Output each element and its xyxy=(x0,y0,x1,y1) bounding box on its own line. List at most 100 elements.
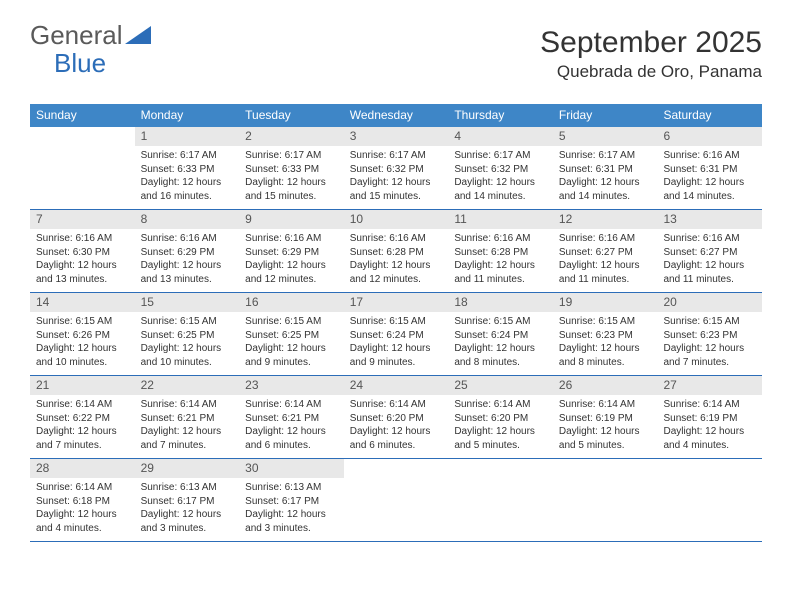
day-details: Sunrise: 6:14 AMSunset: 6:19 PMDaylight:… xyxy=(553,395,658,458)
day-details: Sunrise: 6:16 AMSunset: 6:29 PMDaylight:… xyxy=(135,229,240,292)
day-cell: 10Sunrise: 6:16 AMSunset: 6:28 PMDayligh… xyxy=(344,210,449,292)
day-detail-line: Daylight: 12 hours xyxy=(454,425,547,439)
day-detail-line: Sunrise: 6:16 AM xyxy=(350,232,443,246)
day-cell: 19Sunrise: 6:15 AMSunset: 6:23 PMDayligh… xyxy=(553,293,658,375)
day-detail-line: Sunset: 6:19 PM xyxy=(559,412,652,426)
day-details: Sunrise: 6:15 AMSunset: 6:25 PMDaylight:… xyxy=(239,312,344,375)
day-details: Sunrise: 6:16 AMSunset: 6:31 PMDaylight:… xyxy=(657,146,762,209)
day-detail-line: Sunset: 6:28 PM xyxy=(350,246,443,260)
day-number: 2 xyxy=(239,127,344,146)
day-cell: 13Sunrise: 6:16 AMSunset: 6:27 PMDayligh… xyxy=(657,210,762,292)
day-detail-line: Daylight: 12 hours xyxy=(141,342,234,356)
day-detail-line: Daylight: 12 hours xyxy=(350,176,443,190)
day-detail-line: Daylight: 12 hours xyxy=(36,259,129,273)
day-detail-line: Sunrise: 6:16 AM xyxy=(454,232,547,246)
day-detail-line: Sunrise: 6:15 AM xyxy=(663,315,756,329)
weekday-header: Wednesday xyxy=(344,104,449,127)
day-cell xyxy=(657,459,762,541)
day-detail-line: Sunrise: 6:14 AM xyxy=(663,398,756,412)
day-detail-line: Sunset: 6:25 PM xyxy=(141,329,234,343)
day-detail-line: Daylight: 12 hours xyxy=(454,259,547,273)
day-detail-line: Sunset: 6:31 PM xyxy=(559,163,652,177)
day-detail-line: Daylight: 12 hours xyxy=(454,176,547,190)
day-cell: 24Sunrise: 6:14 AMSunset: 6:20 PMDayligh… xyxy=(344,376,449,458)
day-cell: 14Sunrise: 6:15 AMSunset: 6:26 PMDayligh… xyxy=(30,293,135,375)
week-row: 7Sunrise: 6:16 AMSunset: 6:30 PMDaylight… xyxy=(30,210,762,293)
day-cell xyxy=(448,459,553,541)
day-detail-line: Sunset: 6:26 PM xyxy=(36,329,129,343)
day-detail-line: Sunrise: 6:13 AM xyxy=(245,481,338,495)
day-number xyxy=(344,459,449,478)
week-row: 1Sunrise: 6:17 AMSunset: 6:33 PMDaylight… xyxy=(30,127,762,210)
day-cell: 5Sunrise: 6:17 AMSunset: 6:31 PMDaylight… xyxy=(553,127,658,209)
day-detail-line: Sunrise: 6:14 AM xyxy=(245,398,338,412)
day-number: 17 xyxy=(344,293,449,312)
day-number: 20 xyxy=(657,293,762,312)
day-details: Sunrise: 6:14 AMSunset: 6:21 PMDaylight:… xyxy=(239,395,344,458)
day-detail-line: Sunset: 6:21 PM xyxy=(245,412,338,426)
day-number: 21 xyxy=(30,376,135,395)
day-number: 3 xyxy=(344,127,449,146)
day-details: Sunrise: 6:14 AMSunset: 6:20 PMDaylight:… xyxy=(448,395,553,458)
day-number: 14 xyxy=(30,293,135,312)
day-detail-line: Sunset: 6:31 PM xyxy=(663,163,756,177)
day-detail-line: Sunset: 6:19 PM xyxy=(663,412,756,426)
day-details: Sunrise: 6:15 AMSunset: 6:23 PMDaylight:… xyxy=(553,312,658,375)
day-detail-line: Sunset: 6:24 PM xyxy=(454,329,547,343)
day-details: Sunrise: 6:17 AMSunset: 6:33 PMDaylight:… xyxy=(239,146,344,209)
day-detail-line: Sunrise: 6:13 AM xyxy=(141,481,234,495)
day-details: Sunrise: 6:15 AMSunset: 6:26 PMDaylight:… xyxy=(30,312,135,375)
day-detail-line: and 13 minutes. xyxy=(36,273,129,287)
day-detail-line: and 8 minutes. xyxy=(454,356,547,370)
day-number: 26 xyxy=(553,376,658,395)
day-number: 25 xyxy=(448,376,553,395)
day-detail-line: Daylight: 12 hours xyxy=(141,176,234,190)
day-detail-line: and 7 minutes. xyxy=(663,356,756,370)
day-details: Sunrise: 6:17 AMSunset: 6:32 PMDaylight:… xyxy=(344,146,449,209)
day-cell: 12Sunrise: 6:16 AMSunset: 6:27 PMDayligh… xyxy=(553,210,658,292)
day-details: Sunrise: 6:17 AMSunset: 6:31 PMDaylight:… xyxy=(553,146,658,209)
title-block: September 2025 Quebrada de Oro, Panama xyxy=(540,26,762,82)
day-cell xyxy=(344,459,449,541)
day-detail-line: Sunrise: 6:15 AM xyxy=(245,315,338,329)
day-detail-line: Daylight: 12 hours xyxy=(245,425,338,439)
weekday-header: Thursday xyxy=(448,104,553,127)
day-detail-line: Sunrise: 6:16 AM xyxy=(245,232,338,246)
weekday-header: Monday xyxy=(135,104,240,127)
day-details: Sunrise: 6:13 AMSunset: 6:17 PMDaylight:… xyxy=(239,478,344,541)
day-number: 30 xyxy=(239,459,344,478)
location-label: Quebrada de Oro, Panama xyxy=(540,62,762,82)
day-detail-line: Daylight: 12 hours xyxy=(36,342,129,356)
day-detail-line: and 15 minutes. xyxy=(245,190,338,204)
day-details: Sunrise: 6:14 AMSunset: 6:21 PMDaylight:… xyxy=(135,395,240,458)
day-details: Sunrise: 6:16 AMSunset: 6:29 PMDaylight:… xyxy=(239,229,344,292)
day-number: 7 xyxy=(30,210,135,229)
day-detail-line: Daylight: 12 hours xyxy=(141,508,234,522)
day-detail-line: and 3 minutes. xyxy=(245,522,338,536)
month-title: September 2025 xyxy=(540,26,762,60)
day-detail-line: and 14 minutes. xyxy=(454,190,547,204)
day-detail-line: and 7 minutes. xyxy=(141,439,234,453)
day-detail-line: Daylight: 12 hours xyxy=(141,425,234,439)
day-detail-line: Sunrise: 6:16 AM xyxy=(36,232,129,246)
week-row: 28Sunrise: 6:14 AMSunset: 6:18 PMDayligh… xyxy=(30,459,762,542)
day-detail-line: and 7 minutes. xyxy=(36,439,129,453)
day-detail-line: Daylight: 12 hours xyxy=(663,342,756,356)
day-details: Sunrise: 6:15 AMSunset: 6:23 PMDaylight:… xyxy=(657,312,762,375)
day-number: 18 xyxy=(448,293,553,312)
day-detail-line: Daylight: 12 hours xyxy=(350,259,443,273)
day-detail-line: and 9 minutes. xyxy=(350,356,443,370)
day-cell: 29Sunrise: 6:13 AMSunset: 6:17 PMDayligh… xyxy=(135,459,240,541)
weekday-header: Tuesday xyxy=(239,104,344,127)
day-number: 19 xyxy=(553,293,658,312)
day-detail-line: Sunset: 6:32 PM xyxy=(454,163,547,177)
day-detail-line: Sunrise: 6:15 AM xyxy=(559,315,652,329)
day-detail-line: Sunrise: 6:14 AM xyxy=(36,398,129,412)
weekday-header: Friday xyxy=(553,104,658,127)
day-detail-line: Sunset: 6:27 PM xyxy=(559,246,652,260)
day-cell: 15Sunrise: 6:15 AMSunset: 6:25 PMDayligh… xyxy=(135,293,240,375)
day-detail-line: Daylight: 12 hours xyxy=(245,176,338,190)
day-detail-line: Sunset: 6:18 PM xyxy=(36,495,129,509)
day-number xyxy=(30,127,135,146)
day-cell: 8Sunrise: 6:16 AMSunset: 6:29 PMDaylight… xyxy=(135,210,240,292)
